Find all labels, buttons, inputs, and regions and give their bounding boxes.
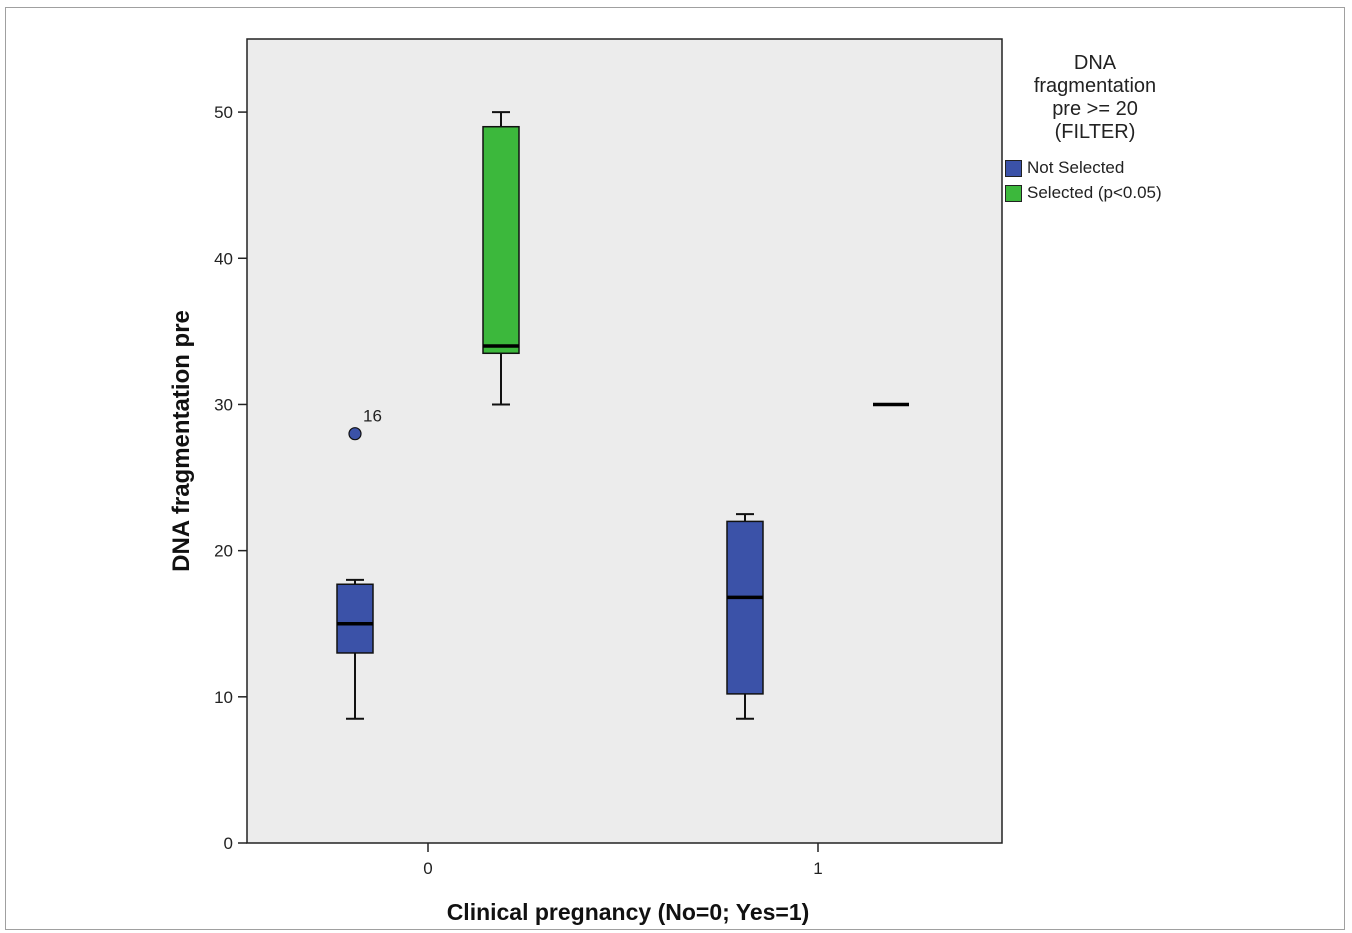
y-tick-label: 30 bbox=[214, 395, 233, 414]
y-tick-label: 20 bbox=[214, 542, 233, 561]
legend-swatch-selected bbox=[1005, 184, 1022, 202]
legend-item-selected: Selected (p<0.05) bbox=[1000, 182, 1200, 204]
boxes: 16 bbox=[336, 111, 909, 720]
box-iqr bbox=[482, 125, 520, 355]
chart-frame bbox=[5, 7, 1345, 930]
x-tick-label: 1 bbox=[813, 859, 822, 878]
y-tick-label: 0 bbox=[224, 834, 233, 853]
y-tick-label: 40 bbox=[214, 249, 233, 268]
box-selected-p-0-05--0 bbox=[482, 111, 520, 406]
legend-title-line: (FILTER) bbox=[1054, 121, 1136, 143]
legend-title-line: pre >= 20 bbox=[1052, 98, 1138, 120]
legend: DNA fragmentation pre >= 20 (FILTER) Not… bbox=[1000, 52, 1200, 204]
y-axis: 0 10 20 30 40 50 bbox=[214, 103, 247, 853]
legend-title-line: DNA bbox=[1073, 52, 1117, 74]
legend-label: Not Selected bbox=[1027, 158, 1125, 177]
box-iqr bbox=[336, 583, 374, 654]
legend-label: Selected (p<0.05) bbox=[1027, 183, 1162, 202]
outlier-point bbox=[348, 427, 362, 441]
legend-title-line: fragmentation bbox=[1033, 75, 1157, 97]
box-not-selected-1 bbox=[726, 513, 764, 720]
box-iqr bbox=[726, 520, 764, 695]
box-not-selected-0: 16 bbox=[336, 407, 382, 720]
legend-item-not-selected: Not Selected bbox=[1000, 157, 1200, 179]
x-tick-label: 0 bbox=[423, 859, 432, 878]
plot-area bbox=[246, 38, 1003, 844]
x-axis-label: Clinical pregnancy (No=0; Yes=1) bbox=[447, 899, 810, 925]
legend-title: DNA fragmentation pre >= 20 (FILTER) bbox=[1000, 52, 1190, 144]
y-tick-label: 10 bbox=[214, 688, 233, 707]
y-tick-label: 50 bbox=[214, 103, 233, 122]
y-axis-label: DNA fragmentation pre bbox=[168, 310, 195, 572]
legend-swatch-not-selected bbox=[1005, 159, 1022, 177]
outlier-label: 16 bbox=[363, 407, 382, 426]
